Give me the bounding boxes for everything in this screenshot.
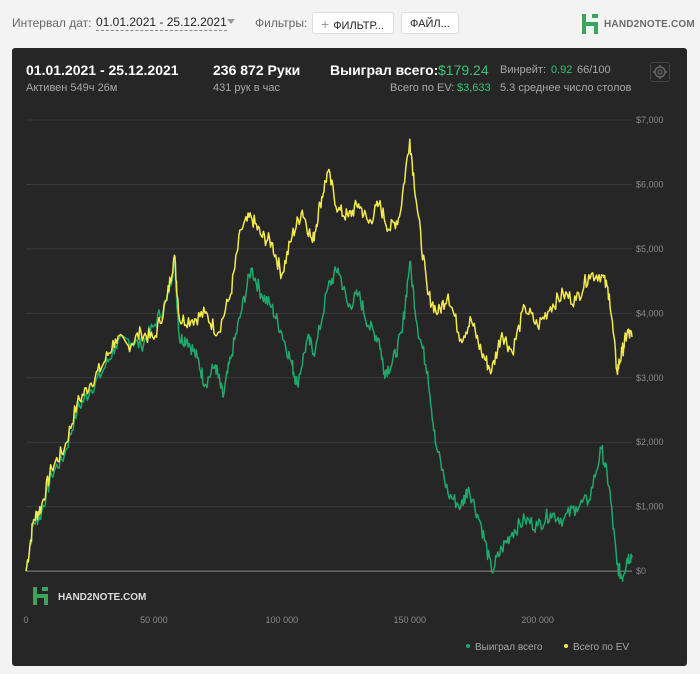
- avg-tables: 5.3 среднее число столов: [500, 82, 632, 94]
- winrate-unit: 66/100: [577, 64, 611, 76]
- date-interval-selector[interactable]: 01.01.2021 - 25.12.2021: [96, 15, 227, 31]
- watermark-text: HAND2NOTE.COM: [58, 592, 146, 603]
- y-axis-ticks: $0 $1,000 $2,000 $3,000 $4,000 $5,000 $6,000 $7…: [636, 115, 664, 576]
- hands-per-hour: 431 рук в час: [213, 82, 281, 94]
- chevron-down-icon[interactable]: [227, 19, 235, 24]
- x-tick-label: 100 000: [266, 615, 299, 625]
- legend-marker: [564, 644, 568, 648]
- filters-label: Фильтры:: [255, 16, 308, 30]
- y-tick-label: $3,000: [636, 373, 664, 383]
- x-tick-label: 150 000: [393, 615, 426, 625]
- watermark: HAND2NOTE.COM: [33, 587, 146, 605]
- series-line: [25, 260, 633, 582]
- y-tick-label: $7,000: [636, 115, 664, 125]
- ev-total-value: $3,633: [457, 82, 491, 94]
- y-tick-label: $5,000: [636, 244, 664, 254]
- winrate-value: 0.92: [551, 64, 573, 76]
- won-total-label: Выиграл всего:: [330, 62, 439, 78]
- active-time: Активен 549ч 26м: [26, 82, 118, 94]
- y-tick-label: $6,000: [636, 179, 664, 189]
- legend-label: Всего по EV: [573, 642, 629, 653]
- y-tick-label: $1,000: [636, 502, 664, 512]
- settings-button[interactable]: [650, 62, 670, 82]
- plus-icon: +: [321, 16, 330, 32]
- x-tick-label: 200 000: [521, 615, 554, 625]
- chart-grid: [26, 119, 632, 572]
- series-line: [25, 138, 633, 572]
- x-tick-label: 0: [23, 615, 28, 625]
- file-button-label: ФАЙЛ...: [410, 18, 450, 30]
- ev-total-label: Всего по EV:: [390, 82, 455, 94]
- x-axis-ticks: 0 50 000 100 000 150 000 200 000: [23, 615, 553, 625]
- top-toolbar: Интервал дат: 01.01.2021 - 25.12.2021 Фи…: [0, 0, 700, 48]
- period-value: 01.01.2021 - 25.12.2021: [26, 62, 179, 78]
- legend-marker: [466, 644, 470, 648]
- chart-panel: [12, 48, 687, 666]
- chart-legend: Выиграл всего Всего по EV: [466, 642, 629, 653]
- legend-label: Выиграл всего: [475, 642, 543, 653]
- x-tick-label: 50 000: [140, 615, 168, 625]
- won-total-value: $179.24: [438, 62, 489, 78]
- winrate-label: Винрейт:: [500, 64, 547, 76]
- filter-button[interactable]: + ФИЛЬТР...: [312, 12, 394, 34]
- y-tick-label: $0: [636, 566, 646, 576]
- hand2note-logo-icon: [582, 14, 598, 34]
- y-tick-label: $2,000: [636, 437, 664, 447]
- logo-text: HAND2NOTE.COM: [604, 19, 695, 30]
- date-interval-label: Интервал дат:: [12, 16, 92, 30]
- filter-button-label: ФИЛЬТР...: [333, 20, 384, 32]
- file-button[interactable]: ФАЙЛ...: [401, 12, 459, 34]
- chart-series: [25, 138, 633, 582]
- hands-count: 236 872 Руки: [213, 62, 301, 78]
- y-tick-label: $4,000: [636, 308, 664, 318]
- gear-icon: [653, 65, 667, 79]
